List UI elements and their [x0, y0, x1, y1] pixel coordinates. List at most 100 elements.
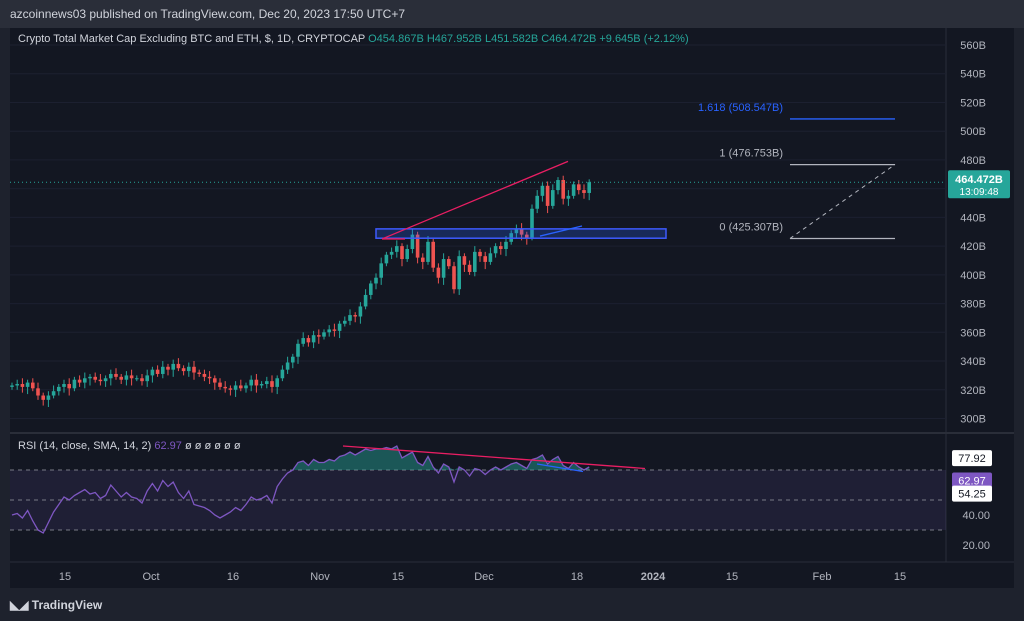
time-axis[interactable]: 15 Oct 16 Nov 15 Dec 18 2024 15 Feb 15: [59, 571, 906, 583]
candle-body: [15, 384, 19, 386]
price-tick-label: 380B: [960, 299, 986, 311]
candle-body: [530, 208, 534, 238]
candle-body: [77, 379, 82, 383]
rsi-title[interactable]: RSI (14, close, SMA, 14, 2): [18, 440, 152, 452]
candle-body: [473, 251, 477, 272]
candle-body: [478, 251, 482, 257]
rsi-extra: ø ø ø ø ø ø: [184, 440, 241, 452]
candle-body: [197, 372, 201, 374]
footer: ◣◢ TradingView: [0, 592, 1024, 621]
rsi-overbought-fill: [12, 446, 590, 470]
candle-body: [332, 329, 337, 331]
candle-body: [525, 234, 529, 238]
rsi-tick-label: 77.92: [958, 453, 986, 465]
candle-body: [62, 384, 66, 387]
last-price-label: 464.472B: [955, 174, 1003, 186]
last-price-badge: [948, 170, 1010, 199]
candle-body: [259, 384, 264, 386]
candle-body: [270, 381, 274, 387]
candle-body: [166, 366, 170, 370]
time-tick-label: 18: [571, 571, 583, 583]
candle-body: [379, 263, 383, 278]
candle-body: [103, 378, 108, 382]
candle-body: [135, 378, 139, 380]
candle-body: [233, 385, 238, 390]
tradingview-logo[interactable]: ◣◢ TradingView: [10, 598, 102, 612]
rsi-legend[interactable]: RSI (14, close, SMA, 14, 2) 62.97 ø ø ø …: [18, 440, 241, 452]
candle-body: [114, 373, 118, 377]
fib-level-label: 1.618 (508.547B): [698, 102, 783, 114]
candle-body: [202, 373, 207, 377]
price-tick-label: 360B: [960, 327, 986, 339]
candle-body: [405, 248, 409, 260]
ohlc-change: +9.645B (+2.12%): [599, 33, 689, 45]
candle-body: [265, 381, 269, 385]
candle-body: [171, 363, 175, 370]
candle-body: [556, 180, 560, 191]
time-tick-label: Feb: [813, 571, 832, 583]
candle-body: [239, 385, 243, 389]
time-tick-label: 15: [392, 571, 404, 583]
candle-body: [410, 234, 415, 249]
price-tick-label: 540B: [960, 69, 986, 81]
candle-body: [41, 395, 45, 400]
candle-body: [296, 343, 300, 357]
symbol-legend[interactable]: Crypto Total Market Cap Excluding BTC an…: [18, 33, 689, 45]
rsi-tick-label: 20.00: [962, 540, 990, 552]
candle-body: [98, 379, 103, 382]
candle-body: [322, 332, 326, 337]
candle-body: [566, 195, 571, 199]
candle-body: [493, 246, 498, 254]
candle-body: [363, 294, 368, 307]
candle-body: [93, 376, 97, 380]
candle-body: [109, 373, 113, 379]
candle-body: [462, 256, 467, 265]
candle-body: [540, 185, 545, 196]
candle-body: [67, 384, 71, 389]
candle-body: [431, 241, 435, 268]
price-axis[interactable]: 560B540B520B500B480B460B440B420B400B380B…: [948, 40, 1010, 426]
chart-area[interactable]: [10, 28, 1014, 588]
price-tick-label: 480B: [960, 155, 986, 167]
fib-level-label: 1 (476.753B): [719, 148, 783, 160]
candle-body: [551, 190, 555, 206]
time-tick-label: Nov: [310, 571, 330, 583]
candle-body: [499, 246, 503, 249]
candle-body: [244, 385, 248, 389]
candle-body: [415, 234, 420, 258]
price-tick-label: 440B: [960, 212, 986, 224]
rsi-tick-label: 40.00: [962, 510, 990, 522]
candle-body: [161, 366, 165, 374]
candle-body: [384, 254, 389, 264]
rsi-divergence-line: [342, 445, 646, 470]
ohlc-close: C464.472B: [541, 33, 597, 45]
candle-body: [348, 315, 352, 321]
candle-body: [207, 376, 212, 379]
candle-body: [218, 382, 222, 387]
candle-body: [488, 253, 493, 262]
rsi-divergence-line-lower: [536, 463, 584, 473]
rsi-value-badge: [952, 472, 992, 489]
candle-body: [457, 256, 461, 290]
candle-body: [545, 185, 550, 206]
trend-line-lower: [539, 225, 583, 237]
price-tick-label: 320B: [960, 385, 986, 397]
candle-body: [353, 315, 357, 317]
ohlc-low: L451.582B: [484, 33, 539, 45]
symbol-title[interactable]: Crypto Total Market Cap Excluding BTC an…: [18, 33, 366, 45]
fib-diagonal: [789, 164, 896, 239]
candle-body: [140, 378, 144, 382]
time-tick-label: 15: [894, 571, 906, 583]
rsi-tick-label: 62.97: [958, 476, 986, 488]
time-tick-label: Dec: [474, 571, 494, 583]
candle-body: [587, 182, 591, 193]
published-text: azcoinnews03 published on TradingView.co…: [10, 7, 406, 21]
candle-body: [343, 320, 347, 324]
drawings: 1.618 (508.547B) 1 (476.753B) 0 (425.307B): [10, 102, 946, 240]
candle-body: [280, 369, 285, 379]
candle-body: [36, 388, 40, 396]
candle-body: [389, 251, 394, 255]
candle-body: [176, 363, 181, 369]
